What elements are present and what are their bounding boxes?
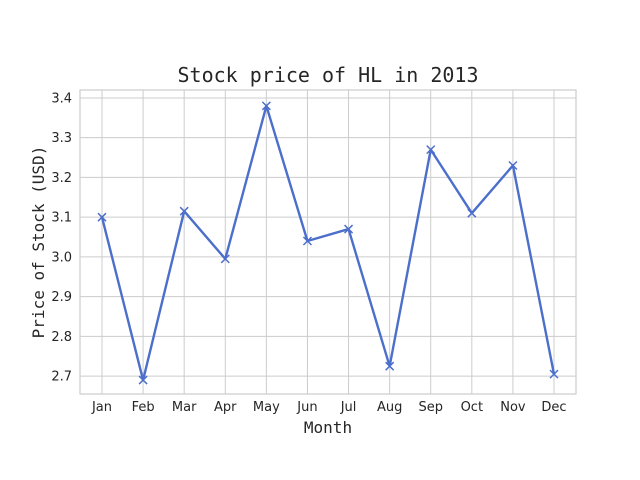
y-tick-label: 2.8 <box>51 330 72 345</box>
y-tick-label: 3.2 <box>51 171 72 186</box>
data-point-marker <box>179 206 189 216</box>
y-tick-label: 2.7 <box>51 370 72 385</box>
x-tick-label: Sep <box>418 400 443 415</box>
x-tick-labels: Jan Feb Mar Apr May Jun Jul Aug Sep Oct Nov Dec <box>91 400 567 415</box>
x-tick-label: Aug <box>377 400 402 415</box>
y-tick-labels: 2.7 2.8 2.9 3.0 3.1 3.2 3.3 3.4 <box>51 91 72 384</box>
data-point-marker <box>97 212 107 222</box>
x-axis-label: Month <box>304 418 352 437</box>
y-axis-label: Price of Stock (USD) <box>29 146 48 339</box>
x-tick-label: Nov <box>500 400 526 415</box>
x-tick-label: Jun <box>296 400 317 415</box>
data-point-marker <box>138 375 148 385</box>
x-tick-label: Dec <box>541 400 566 415</box>
data-point-marker <box>508 160 518 171</box>
y-tick-label: 2.9 <box>51 290 72 305</box>
series-line <box>100 104 556 382</box>
plot-frame <box>79 89 577 395</box>
grid-lines <box>80 90 576 394</box>
x-tick-label: Feb <box>132 400 155 415</box>
data-point-marker <box>426 145 436 155</box>
x-tick-label: Mar <box>172 400 197 415</box>
y-tick-label: 3.0 <box>51 250 72 265</box>
series <box>97 101 559 385</box>
x-tick-label: May <box>253 400 280 415</box>
data-point-marker <box>344 224 354 234</box>
y-tick-label: 3.3 <box>51 131 72 146</box>
x-tick-label: Jul <box>340 400 357 415</box>
data-point-marker <box>302 236 312 246</box>
y-tick-label: 3.1 <box>51 211 72 226</box>
data-point-marker <box>385 361 395 371</box>
data-point-marker <box>220 254 230 264</box>
chart-title: Stock price of HL in 2013 <box>177 63 478 87</box>
y-tick-label: 3.4 <box>51 91 72 106</box>
data-point-marker <box>549 369 559 379</box>
data-point-marker <box>261 101 271 111</box>
x-tick-label: Apr <box>214 400 237 415</box>
x-tick-label: Oct <box>461 400 483 415</box>
x-tick-label: Jan <box>91 400 112 415</box>
data-point-marker <box>467 208 477 218</box>
